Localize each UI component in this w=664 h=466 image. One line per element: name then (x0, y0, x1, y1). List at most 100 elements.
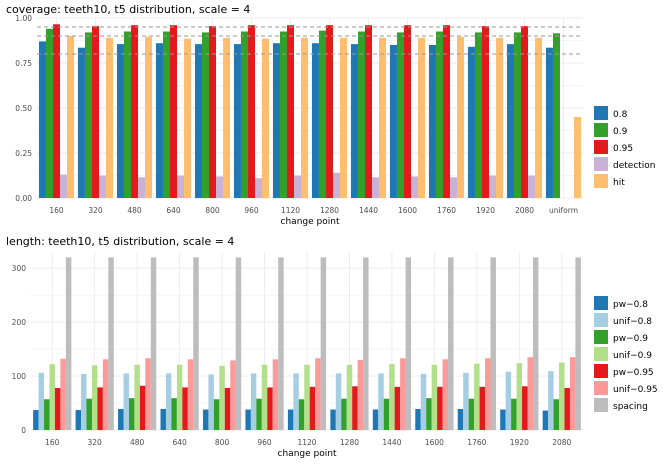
length-bar-pw-0-9 (383, 398, 390, 430)
coverage-x-tick-label: 1120 (281, 206, 300, 215)
length-bar-pw-0-95 (394, 386, 401, 430)
coverage-bar-0-8 (467, 46, 475, 198)
length-bar-pw-0-95 (224, 387, 231, 430)
length-bar-pw-0-9 (298, 399, 305, 430)
coverage-x-tick-label: 1760 (437, 206, 456, 215)
coverage-bar-detection (411, 176, 419, 198)
coverage-bar-0-8 (233, 44, 241, 198)
coverage-bar-hit (574, 117, 582, 198)
length-bar-unif-0-95 (485, 358, 491, 430)
length-x-tick-label: 640 (172, 438, 187, 447)
length-bar-unif-0-9 (431, 364, 438, 430)
length-bar-unif-0-9 (49, 364, 55, 430)
length-bar-spacing (65, 257, 72, 430)
coverage-bar-0-95 (520, 26, 529, 198)
length-bar-pw-0-9 (341, 398, 347, 430)
length-bar-pw-0-9 (256, 398, 262, 430)
coverage-bar-detection (177, 175, 185, 198)
coverage-bar-hit (457, 36, 465, 199)
length-x-tick-label: 1600 (425, 438, 444, 447)
coverage-bar-detection (60, 174, 68, 198)
length-x-tick-label: 320 (88, 438, 103, 447)
length-bar-pw-0-8 (287, 409, 294, 430)
length-legend-label: unif−0.9 (613, 351, 652, 361)
length-bar-unif-0-8 (420, 373, 427, 430)
coverage-bar-detection (294, 175, 302, 198)
coverage-bar-0-8 (77, 47, 85, 199)
coverage-bar-hit (145, 36, 153, 199)
coverage-bar-0-9 (201, 32, 209, 199)
length-bar-pw-0-95 (267, 387, 273, 430)
coverage-bar-detection (216, 176, 224, 198)
length-bar-unif-0-9 (219, 365, 225, 430)
length-x-tick-label: 1440 (382, 438, 401, 447)
coverage-panel: coverage: teeth10, t5 distribution, scal… (0, 0, 664, 232)
coverage-chart-title: coverage: teeth10, t5 distribution, scal… (6, 3, 251, 16)
length-y-tick-label: 300 (12, 264, 27, 273)
length-bar-unif-0-9 (261, 364, 268, 430)
length-x-tick-label: 960 (257, 438, 272, 447)
length-bar-pw-0-95 (479, 386, 486, 430)
length-bar-unif-0-95 (230, 360, 236, 430)
coverage-x-tick-label: 1600 (398, 206, 417, 215)
length-legend-swatch (594, 398, 608, 412)
length-bar-pw-0-95 (564, 387, 570, 430)
coverage-bar-0-95 (403, 25, 412, 199)
length-bar-unif-0-9 (134, 364, 140, 430)
length-bar-pw-0-9 (511, 398, 517, 430)
length-legend-swatch (594, 330, 608, 344)
coverage-x-tick-label: 1280 (320, 206, 339, 215)
length-bar-pw-0-8 (118, 408, 124, 430)
coverage-bar-0-9 (240, 31, 248, 198)
length-y-tick-label: 100 (12, 372, 27, 381)
coverage-x-tick-label: 640 (166, 206, 181, 215)
coverage-bar-hit (67, 36, 75, 198)
length-bar-pw-0-9 (171, 398, 177, 430)
coverage-x-tick-label: uniform (549, 206, 578, 215)
coverage-x-tick-label: 320 (88, 206, 103, 215)
coverage-legend-swatch (594, 123, 608, 137)
coverage-legend-label: 0.95 (613, 144, 633, 154)
length-bar-spacing (320, 257, 327, 430)
length-bar-pw-0-95 (522, 386, 528, 430)
length-bar-unif-0-95 (60, 358, 66, 430)
length-bar-pw-0-9 (553, 399, 560, 430)
length-chart-title: length: teeth10, t5 distribution, scale … (6, 235, 235, 248)
coverage-bar-hit (301, 37, 309, 198)
length-legend-label: spacing (613, 402, 648, 412)
length-bar-unif-0-9 (474, 363, 480, 430)
coverage-bar-0-95 (247, 25, 256, 199)
length-legend-swatch (594, 381, 608, 395)
length-bar-pw-0-95 (352, 386, 358, 430)
length-bar-pw-0-9 (468, 398, 475, 430)
length-bar-pw-0-95 (97, 387, 103, 430)
length-bar-unif-0-95 (187, 359, 194, 430)
coverage-y-tick-label: 0.25 (15, 149, 32, 158)
length-x-tick-label: 160 (45, 438, 60, 447)
coverage-bar-0-9 (396, 32, 404, 199)
length-bar-pw-0-8 (33, 410, 39, 430)
length-bar-unif-0-95 (145, 358, 151, 430)
coverage-bar-0-95 (325, 25, 334, 199)
length-bar-pw-0-95 (54, 387, 61, 430)
length-bar-spacing (150, 257, 157, 430)
coverage-bar-0-9 (513, 32, 521, 199)
coverage-y-tick-label: 0.50 (15, 104, 32, 113)
length-bar-unif-0-95 (315, 358, 321, 430)
coverage-bar-0-8 (311, 43, 319, 199)
length-panel: length: teeth10, t5 distribution, scale … (0, 232, 664, 466)
length-bar-unif-0-8 (335, 373, 342, 430)
coverage-bar-detection (333, 172, 341, 198)
coverage-legend-label: 0.9 (613, 127, 628, 137)
coverage-bar-detection (528, 175, 536, 198)
length-bar-unif-0-95 (400, 358, 406, 430)
length-bar-spacing (278, 257, 284, 430)
coverage-bar-0-9 (162, 31, 170, 198)
length-bar-pw-0-8 (542, 410, 549, 430)
length-bar-spacing (490, 257, 496, 430)
length-x-tick-label: 2080 (552, 438, 571, 447)
coverage-bar-detection (138, 177, 146, 198)
length-bar-spacing (108, 257, 114, 430)
coverage-legend-swatch (594, 174, 608, 188)
length-bar-unif-0-8 (505, 371, 512, 430)
